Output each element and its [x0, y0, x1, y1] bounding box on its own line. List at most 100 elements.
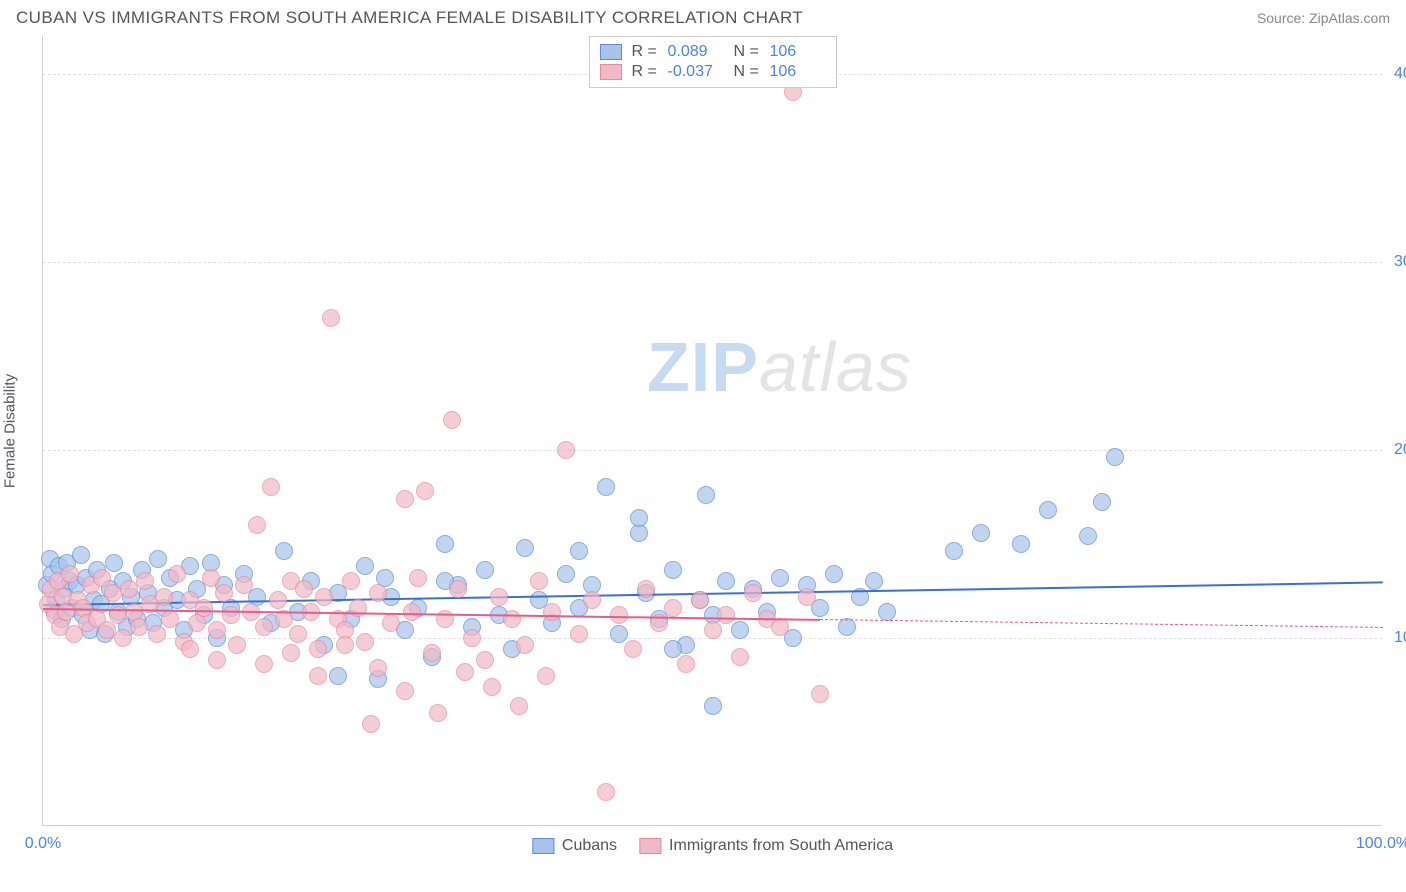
plot-container: Female Disability ZIPatlas R =0.089N =10…: [42, 36, 1396, 826]
stat-r-value: 0.089: [668, 43, 724, 61]
data-point: [624, 640, 642, 658]
data-point: [798, 588, 816, 606]
data-point: [155, 588, 173, 606]
data-point: [269, 591, 287, 609]
data-point: [570, 542, 588, 560]
data-point: [1012, 535, 1030, 553]
watermark: ZIPatlas: [647, 327, 912, 407]
stat-n-value: 106: [770, 63, 826, 81]
data-point: [168, 565, 186, 583]
x-tick-label: 100.0%: [1356, 835, 1406, 853]
data-point: [429, 704, 447, 722]
data-point: [161, 610, 179, 628]
data-point: [403, 603, 421, 621]
legend-label: Cubans: [562, 837, 617, 855]
data-point: [423, 644, 441, 662]
data-point: [72, 546, 90, 564]
stat-n-label: N =: [734, 43, 760, 61]
scatter-plot: ZIPatlas R =0.089N =106R =-0.037N =106 C…: [42, 36, 1382, 826]
x-tick-label: 0.0%: [25, 835, 61, 853]
data-point: [503, 610, 521, 628]
data-point: [356, 557, 374, 575]
data-point: [717, 572, 735, 590]
data-point: [543, 603, 561, 621]
data-point: [510, 697, 528, 715]
data-point: [262, 478, 280, 496]
data-point: [811, 685, 829, 703]
data-point: [436, 535, 454, 553]
stat-n-label: N =: [734, 63, 760, 81]
data-point: [222, 606, 240, 624]
data-point: [664, 640, 682, 658]
data-point: [691, 591, 709, 609]
data-point: [771, 569, 789, 587]
data-point: [530, 572, 548, 590]
gridline: [43, 450, 1382, 451]
data-point: [195, 599, 213, 617]
legend-stat-row: R =-0.037N =106: [600, 63, 826, 81]
stat-r-value: -0.037: [668, 63, 724, 81]
data-point: [637, 580, 655, 598]
data-point: [483, 678, 501, 696]
data-point: [396, 490, 414, 508]
data-point: [149, 550, 167, 568]
stat-r-label: R =: [632, 43, 658, 61]
data-point: [1079, 527, 1097, 545]
data-point: [282, 644, 300, 662]
data-point: [456, 663, 474, 681]
gridline: [43, 262, 1382, 263]
data-point: [731, 621, 749, 639]
data-point: [537, 667, 555, 685]
data-point: [114, 629, 132, 647]
data-point: [208, 621, 226, 639]
data-point: [583, 591, 601, 609]
legend-swatch: [639, 838, 661, 854]
data-point: [322, 309, 340, 327]
data-point: [255, 618, 273, 636]
data-point: [136, 572, 154, 590]
data-point: [570, 625, 588, 643]
legend-stats: R = 0.089 N = 106R = -0.037 N = 106: [589, 36, 837, 88]
data-point: [215, 584, 233, 602]
data-point: [255, 655, 273, 673]
y-tick-label: 10.0%: [1386, 629, 1406, 647]
data-point: [610, 625, 628, 643]
data-point: [202, 569, 220, 587]
y-tick-label: 40.0%: [1386, 65, 1406, 83]
data-point: [309, 667, 327, 685]
legend-stat-row: R = 0.089 N = 106: [600, 43, 826, 61]
data-point: [289, 625, 307, 643]
data-point: [677, 655, 695, 673]
y-tick-label: 30.0%: [1386, 253, 1406, 271]
legend-label: Immigrants from South America: [669, 837, 893, 855]
data-point: [463, 629, 481, 647]
legend-item: Cubans: [532, 837, 617, 855]
data-point: [148, 625, 166, 643]
data-point: [557, 565, 575, 583]
watermark-atlas: atlas: [759, 328, 912, 406]
stat-n-value: 106: [770, 43, 826, 61]
data-point: [516, 636, 534, 654]
data-point: [664, 561, 682, 579]
data-point: [557, 441, 575, 459]
data-point: [443, 411, 461, 429]
data-point: [105, 554, 123, 572]
data-point: [275, 542, 293, 560]
data-point: [476, 561, 494, 579]
data-point: [449, 580, 467, 598]
data-point: [369, 584, 387, 602]
data-point: [235, 576, 253, 594]
data-point: [382, 614, 400, 632]
data-point: [416, 482, 434, 500]
data-point: [825, 565, 843, 583]
data-point: [181, 640, 199, 658]
data-point: [704, 697, 722, 715]
legend-swatch: [532, 838, 554, 854]
data-point: [369, 659, 387, 677]
data-point: [630, 509, 648, 527]
legend-series: Cubans Immigrants from South America: [532, 837, 893, 855]
data-point: [476, 651, 494, 669]
legend-swatch: [600, 44, 622, 60]
legend-swatch: [600, 64, 622, 80]
data-point: [309, 640, 327, 658]
